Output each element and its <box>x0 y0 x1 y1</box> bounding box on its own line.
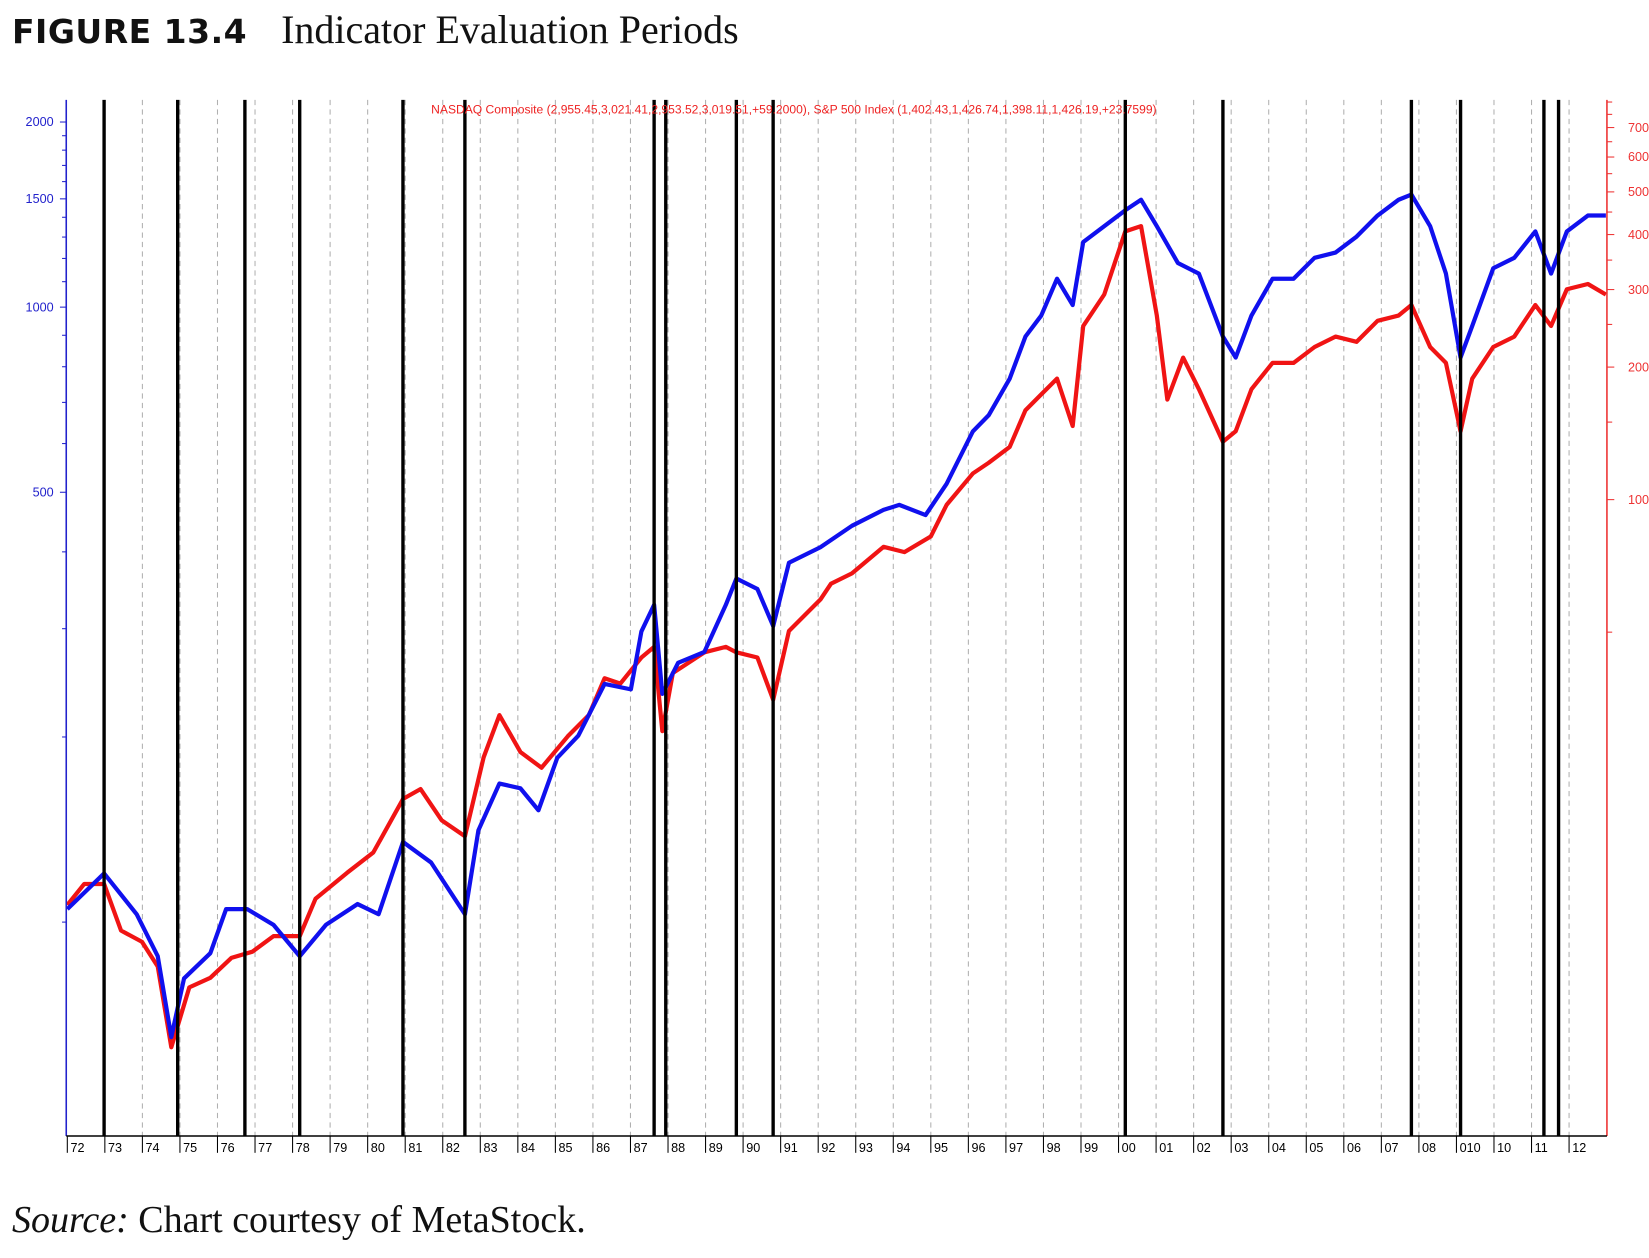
left-y-tick-label: 1000 <box>26 300 54 314</box>
left-y-tick-label: 2000 <box>26 115 54 129</box>
x-tick-label: 08 <box>1422 1141 1436 1155</box>
right-y-tick-label: 200 <box>1628 360 1649 374</box>
source-text: Chart courtesy of MetaStock. <box>128 1199 586 1241</box>
x-tick-label: 11 <box>1535 1141 1548 1155</box>
x-tick-label: 81 <box>408 1141 422 1155</box>
grid-lines <box>104 99 1570 1136</box>
x-tick-label: 07 <box>1385 1141 1399 1155</box>
x-tick-label: 84 <box>521 1141 535 1155</box>
x-tick-label: 010 <box>1460 1141 1481 1155</box>
legend-text: NASDAQ Composite (2,955.45,3,021.41,2,95… <box>431 103 1156 117</box>
x-tick-label: 10 <box>1497 1141 1511 1155</box>
x-tick-label: 86 <box>596 1141 610 1155</box>
nasdaq-composite-line <box>65 192 1606 1040</box>
x-tick-label: 92 <box>821 1141 835 1155</box>
x-tick-label: 80 <box>371 1141 385 1155</box>
series-lines <box>65 192 1607 1050</box>
x-tick-label: 72 <box>70 1141 84 1155</box>
x-tick-label: 85 <box>559 1141 573 1155</box>
x-tick-label: 12 <box>1572 1141 1586 1155</box>
source-label: Source: <box>12 1199 129 1241</box>
x-tick-label: 91 <box>784 1141 798 1155</box>
figure-number: FIGURE 13.4 <box>12 12 248 51</box>
x-tick-label: 04 <box>1272 1141 1286 1155</box>
right-y-tick-label: 700 <box>1628 121 1649 135</box>
left-y-tick-label: 500 <box>33 485 54 499</box>
x-tick-label: 74 <box>146 1141 160 1155</box>
right-y-tick-label: 300 <box>1628 283 1649 297</box>
x-tick-label: 96 <box>972 1141 986 1155</box>
x-tick-label: 02 <box>1197 1141 1211 1155</box>
x-tick-label: 75 <box>183 1141 197 1155</box>
right-y-tick-label: 500 <box>1628 185 1649 199</box>
x-tick-label: 03 <box>1234 1141 1248 1155</box>
x-tick-label: 89 <box>709 1141 723 1155</box>
left-y-tick-label: 1500 <box>26 192 54 206</box>
x-tick-label: 79 <box>333 1141 347 1155</box>
figure-source: Source: Chart courtesy of MetaStock. <box>12 1198 586 1242</box>
x-tick-label: 05 <box>1309 1141 1323 1155</box>
figure-heading: FIGURE 13.4 Indicator Evaluation Periods <box>12 6 739 53</box>
x-tick-label: 73 <box>108 1141 122 1155</box>
x-tick-label: 78 <box>296 1141 310 1155</box>
figure-title: Indicator Evaluation Periods <box>281 7 739 52</box>
x-tick-label: 94 <box>896 1141 910 1155</box>
right-y-tick-label: 400 <box>1628 228 1649 242</box>
x-tick-label: 95 <box>934 1141 948 1155</box>
x-tick-label: 87 <box>634 1141 648 1155</box>
evaluation-period-lines <box>102 99 1561 1136</box>
x-tick-label: 97 <box>1009 1141 1023 1155</box>
x-tick-label: 01 <box>1159 1141 1173 1155</box>
right-y-tick-label: 100 <box>1628 493 1649 507</box>
x-tick-label: 99 <box>1084 1141 1098 1155</box>
sp500-index-line <box>65 224 1607 1050</box>
x-tick-label: 76 <box>221 1141 235 1155</box>
x-tick-label: 06 <box>1347 1141 1361 1155</box>
x-tick-label: 77 <box>258 1141 272 1155</box>
right-y-tick-label: 600 <box>1628 150 1649 164</box>
x-tick-label: 93 <box>859 1141 873 1155</box>
x-tick-label: 82 <box>446 1141 460 1155</box>
x-tick-label: 98 <box>1047 1141 1061 1155</box>
x-tick-label: 83 <box>483 1141 497 1155</box>
x-tick-label: 00 <box>1122 1141 1136 1155</box>
axes: 72 73 74 75 76 77 78 79 80 81 82 83 84 85 86 87 88 89 90 91… <box>26 99 1649 1155</box>
x-tick-label: 88 <box>671 1141 685 1155</box>
x-tick-label: 90 <box>746 1141 760 1155</box>
